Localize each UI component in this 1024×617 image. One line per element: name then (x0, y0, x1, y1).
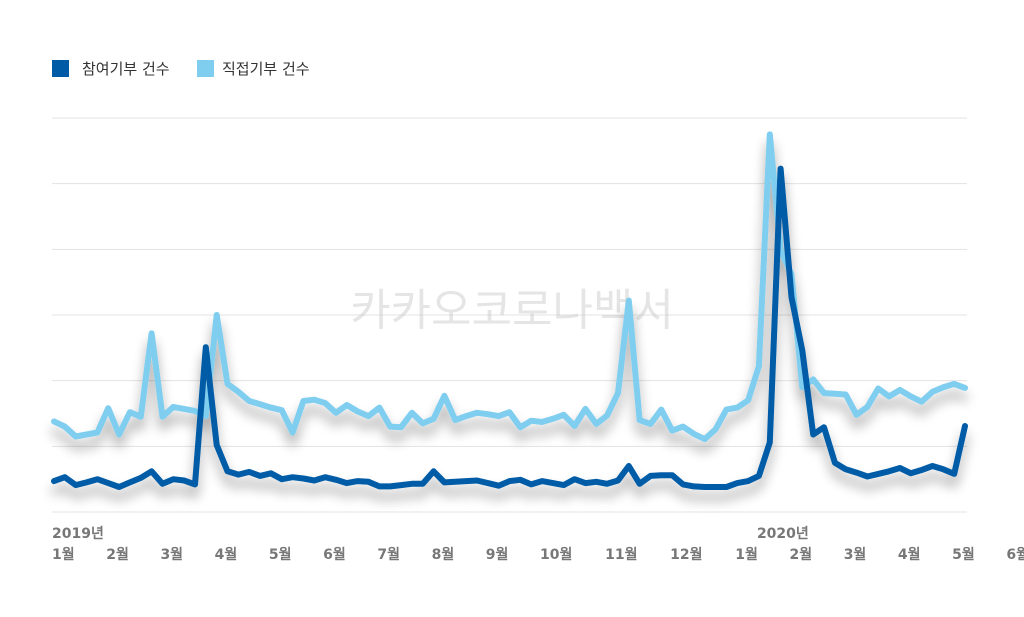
month-tick-label: 1월 (735, 546, 758, 563)
legend-item-participation: 참여기부 건수 (52, 60, 170, 78)
month-tick-label: 8월 (432, 546, 455, 563)
series-layer (51, 131, 968, 490)
legend-swatch-participation (52, 60, 69, 77)
month-tick-label: 5월 (269, 546, 292, 563)
legend: 참여기부 건수 직접기부 건수 (52, 60, 310, 78)
month-tick-label: 6월 (1006, 546, 1024, 563)
month-tick-label: 10월 (540, 546, 572, 563)
series-line-direct (51, 131, 968, 443)
month-tick-label: 2월 (106, 546, 129, 563)
month-tick-label: 12월 (670, 546, 702, 563)
month-tick-label: 6월 (323, 546, 346, 563)
month-tick-label: 7월 (377, 546, 400, 563)
month-tick-label: 11월 (605, 546, 637, 563)
legend-label-direct: 직접기부 건수 (222, 60, 310, 78)
month-tick-label: 1월 (52, 546, 75, 563)
x-axis: 2019년 2020년 1월 2월 3월 4월 5월 6월 7월 8월 9월 10월 11월 12월 1월 2… (52, 526, 1024, 563)
month-tick-label: 3월 (844, 546, 867, 563)
watermark: 카카오코로나백서 (350, 285, 674, 336)
month-tick-label: 9월 (486, 546, 509, 563)
legend-item-direct: 직접기부 건수 (197, 60, 310, 78)
legend-label-participation: 참여기부 건수 (82, 60, 170, 78)
year-label: 2019년 (52, 526, 104, 542)
month-tick-label: 4월 (898, 546, 921, 563)
month-tick-label: 3월 (160, 546, 183, 563)
year-label: 2020년 (757, 526, 809, 542)
legend-swatch-direct (197, 60, 214, 77)
series-line-participation (51, 165, 968, 490)
month-tick-label: 5월 (952, 546, 975, 563)
month-tick-label: 4월 (215, 546, 238, 563)
month-tick-label: 2월 (789, 546, 812, 563)
